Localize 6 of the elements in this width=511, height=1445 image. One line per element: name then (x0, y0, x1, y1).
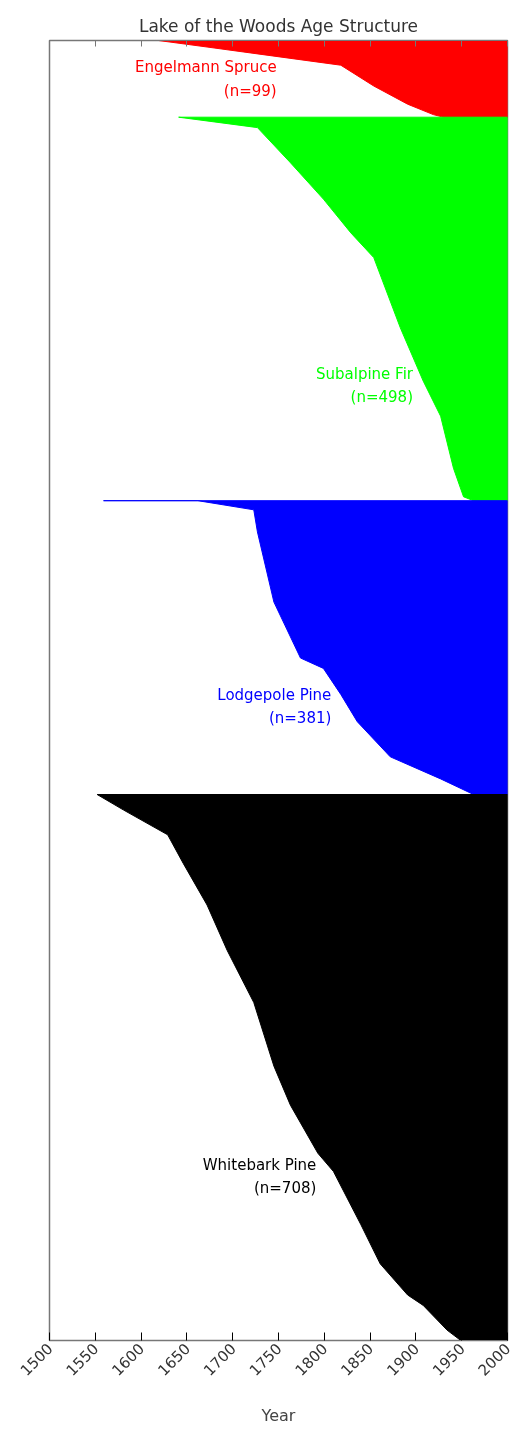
series-label: Whitebark Pine (n=708) (202, 1156, 317, 1198)
series-label: Lodgepole Pine (n=381) (217, 685, 332, 728)
series-label: Subalpine Fir (n=498) (316, 364, 414, 407)
chart-title: Lake of the Woods Age Structure (138, 15, 419, 36)
series-label: Engelmann Spruce (n=99) (135, 58, 277, 100)
x-axis-title: Year (260, 1405, 296, 1425)
